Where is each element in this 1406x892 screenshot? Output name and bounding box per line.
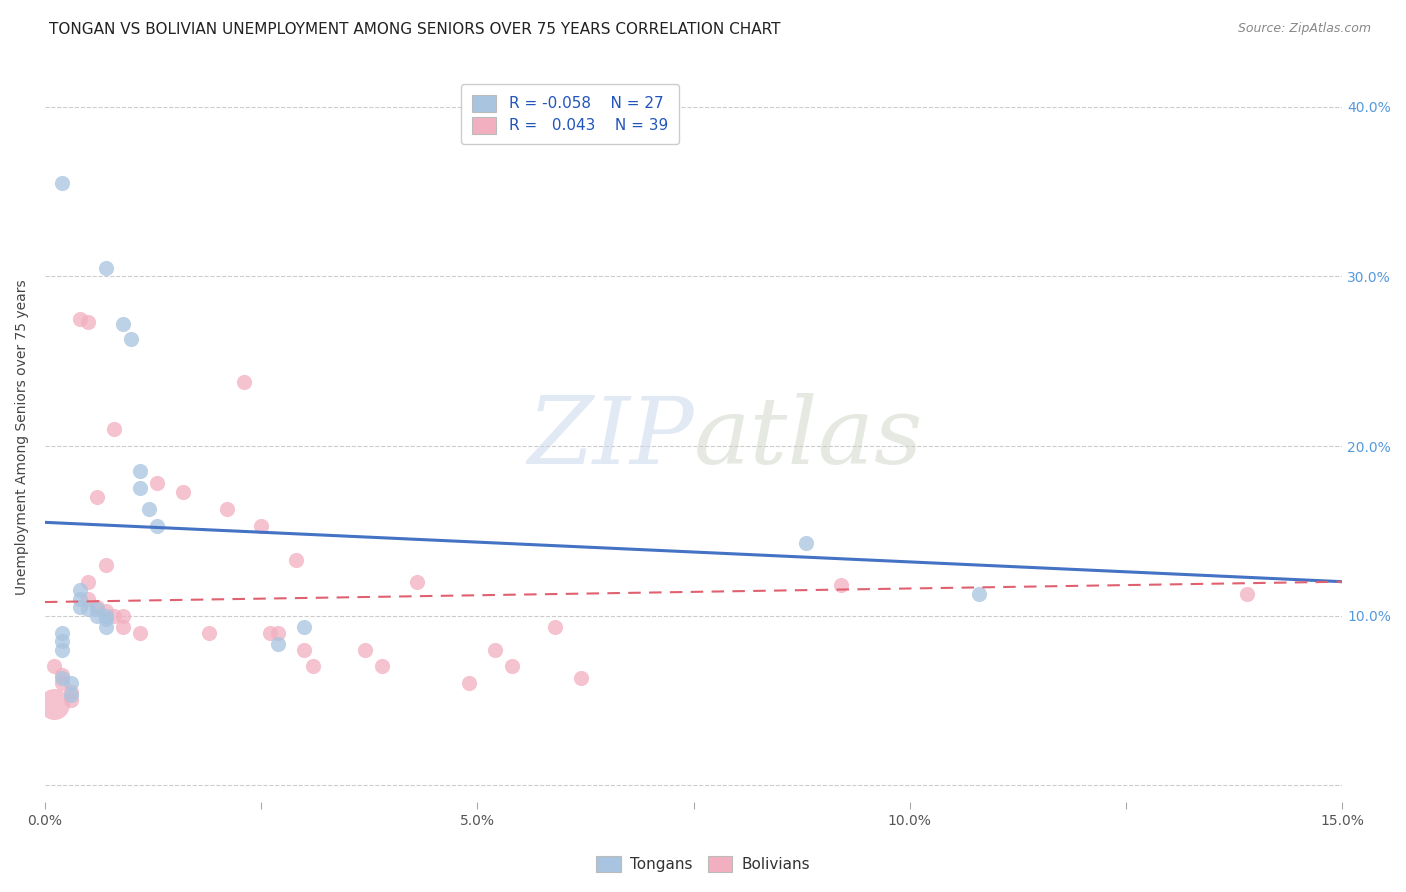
Point <box>457 676 479 690</box>
Point <box>77 574 100 589</box>
Text: Source: ZipAtlas.com: Source: ZipAtlas.com <box>1237 22 1371 36</box>
Point <box>129 625 152 640</box>
Point <box>94 612 117 626</box>
Legend: R = -0.058    N = 27, R =   0.043    N = 39: R = -0.058 N = 27, R = 0.043 N = 39 <box>461 84 679 145</box>
Point <box>51 668 73 682</box>
Point <box>94 558 117 572</box>
Point <box>86 600 108 615</box>
Point <box>51 176 73 190</box>
Point <box>94 620 117 634</box>
Point <box>42 697 65 711</box>
Point <box>967 586 990 600</box>
Point <box>302 659 325 673</box>
Text: TONGAN VS BOLIVIAN UNEMPLOYMENT AMONG SENIORS OVER 75 YEARS CORRELATION CHART: TONGAN VS BOLIVIAN UNEMPLOYMENT AMONG SE… <box>49 22 780 37</box>
Point <box>267 637 290 651</box>
Point <box>284 552 307 566</box>
Point <box>77 315 100 329</box>
Point <box>94 608 117 623</box>
Point <box>405 574 427 589</box>
Point <box>69 311 91 326</box>
Point <box>59 688 82 702</box>
Point <box>111 608 134 623</box>
Point <box>250 518 273 533</box>
Point <box>1236 586 1258 600</box>
Point <box>51 671 73 685</box>
Point <box>59 693 82 707</box>
Point <box>354 642 377 657</box>
Point <box>59 676 82 690</box>
Point <box>77 591 100 606</box>
Point <box>111 620 134 634</box>
Point <box>42 659 65 673</box>
Legend: Tongans, Bolivians: Tongans, Bolivians <box>589 848 817 880</box>
Point <box>51 676 73 690</box>
Point <box>232 375 254 389</box>
Point <box>129 465 152 479</box>
Point <box>103 422 125 436</box>
Point <box>69 600 91 615</box>
Point <box>267 625 290 640</box>
Text: atlas: atlas <box>693 392 924 483</box>
Point <box>86 490 108 504</box>
Point <box>484 642 506 657</box>
Point <box>501 659 523 673</box>
Point <box>146 518 169 533</box>
Point <box>138 501 160 516</box>
Y-axis label: Unemployment Among Seniors over 75 years: Unemployment Among Seniors over 75 years <box>15 280 30 595</box>
Point <box>259 625 281 640</box>
Point <box>794 535 817 549</box>
Point <box>69 583 91 598</box>
Point <box>371 659 394 673</box>
Point <box>569 671 592 685</box>
Point <box>111 317 134 331</box>
Point <box>103 608 125 623</box>
Point <box>146 476 169 491</box>
Point <box>86 602 108 616</box>
Point <box>120 332 142 346</box>
Point <box>294 642 316 657</box>
Point <box>830 578 852 592</box>
Text: ZIP: ZIP <box>527 392 693 483</box>
Point <box>94 603 117 617</box>
Point <box>294 620 316 634</box>
Point <box>59 685 82 699</box>
Point <box>172 484 194 499</box>
Point <box>51 625 73 640</box>
Point <box>215 501 238 516</box>
Point <box>86 608 108 623</box>
Point <box>544 620 567 634</box>
Point <box>77 602 100 616</box>
Point <box>129 482 152 496</box>
Point <box>198 625 221 640</box>
Point <box>51 642 73 657</box>
Point <box>51 634 73 648</box>
Point <box>69 591 91 606</box>
Point <box>94 260 117 275</box>
